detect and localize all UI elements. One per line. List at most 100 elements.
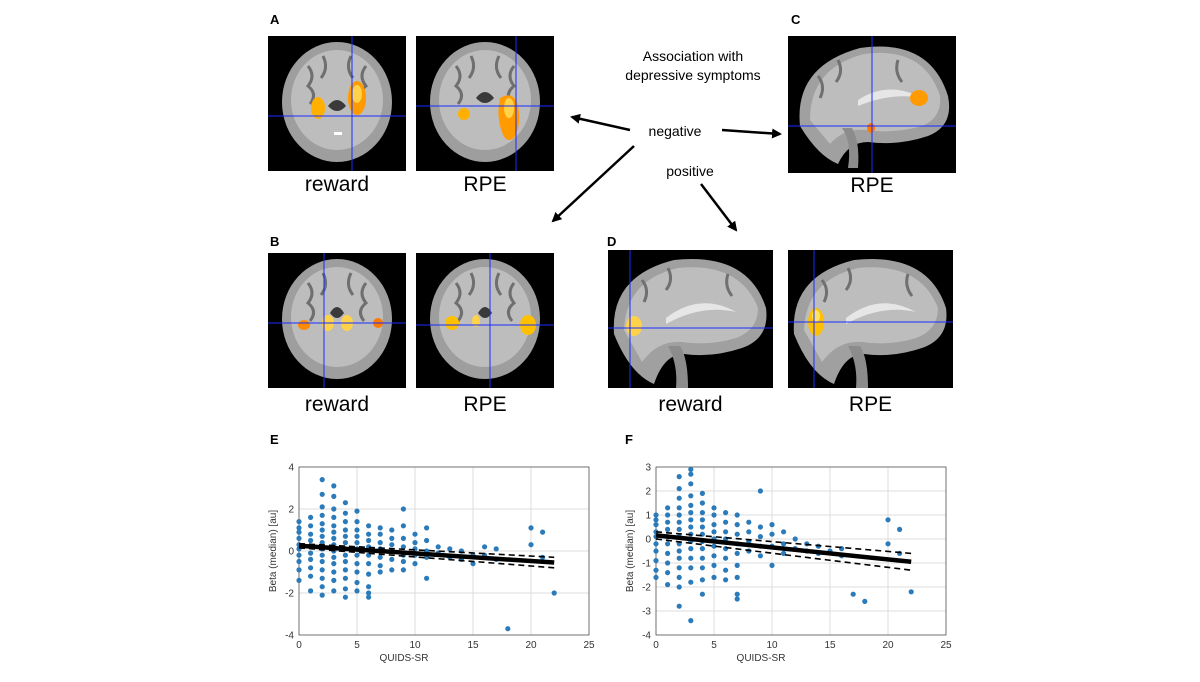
scatter-plot-e: 0 5 10 15 20 25 -4 -2 0 2 4 QUIDS-SR Beta (median) […	[268, 455, 608, 675]
chart-e-data-point	[366, 571, 372, 577]
chart-f-data-point	[665, 550, 671, 556]
panel-letter-b: B	[270, 234, 280, 249]
chart-f-data-point	[734, 562, 740, 568]
chart-e-data-point	[505, 626, 511, 632]
chart-e-data-point	[354, 527, 360, 533]
chart-e-y-axis-label: Beta (median) [au]	[268, 510, 279, 592]
chart-e-data-point	[319, 584, 325, 590]
chart-f-data-point	[665, 582, 671, 588]
chart-f-data-point	[688, 510, 694, 516]
chart-e-x-tick-label: 25	[583, 640, 595, 651]
chart-e-data-point	[424, 525, 430, 531]
scatter-plot-e-svg: 0 5 10 15 20 25 -4 -2 0 2 4 QUIDS-SR Beta (median) […	[268, 463, 595, 665]
chart-e-data-point	[424, 537, 430, 544]
chart-e-data-point	[308, 588, 314, 594]
chart-f-data-point	[688, 524, 694, 530]
chart-e-data-point	[377, 531, 383, 537]
chart-e-data-point	[366, 531, 372, 537]
chart-e-data-point	[319, 558, 325, 565]
chart-f-data-point	[699, 591, 705, 597]
chart-f-data-point	[665, 560, 671, 566]
chart-f-data-point	[688, 579, 694, 585]
chart-e-data-point	[389, 535, 395, 541]
chart-f-data-point	[688, 546, 694, 552]
chart-e-data-point	[354, 588, 360, 594]
chart-e-data-point	[400, 544, 406, 550]
chart-f-data-point	[665, 570, 671, 576]
chart-f-data-point	[723, 519, 729, 525]
chart-e-data-point	[342, 540, 348, 546]
chart-e-data-point	[331, 561, 337, 567]
scatter-plot-f-svg: 0 5 10 15 20 25 -4 -3 -2 -1 0 1 2 3 QUIDS-SR Beta (medi…	[625, 463, 952, 665]
chart-e-x-tick-label: 20	[525, 640, 537, 651]
chart-e-data-point	[528, 525, 534, 531]
chart-f-data-point	[734, 596, 740, 602]
chart-f-data-point	[653, 574, 659, 580]
chart-e-data-point	[319, 533, 325, 539]
chart-e-data-point	[331, 529, 337, 535]
sagittal-rpe-image-c	[788, 36, 956, 173]
chart-f-x-tick-label: 0	[653, 640, 659, 651]
panel-d-reward-label: reward	[658, 393, 723, 416]
chart-e-y-tick-label: 2	[288, 505, 294, 516]
chart-f-data-point	[676, 505, 682, 511]
chart-e-data-point	[319, 521, 325, 527]
chart-e-data-point	[412, 540, 418, 546]
sagittal-rpe-image-d	[788, 250, 953, 388]
chart-f-data-point	[699, 490, 705, 496]
chart-e-data-point	[296, 558, 302, 565]
chart-e-data-point	[342, 567, 348, 573]
chart-e-ci-upper-line	[298, 542, 555, 559]
chart-e-data-point	[424, 575, 430, 581]
chart-e-data-point	[308, 531, 314, 537]
chart-f-data-point	[734, 522, 740, 528]
chart-f-data-point	[781, 541, 787, 547]
panel-a-reward-label: reward	[304, 173, 370, 196]
chart-f-data-point	[665, 519, 671, 525]
chart-f-data-point	[653, 567, 659, 573]
negative-label: negative	[648, 123, 702, 139]
chart-f-y-tick-label: 1	[645, 511, 651, 522]
chart-e-data-point	[342, 500, 348, 506]
chart-f-data-point	[676, 495, 682, 501]
chart-e-data-point	[331, 493, 337, 499]
chart-f-data-point	[699, 577, 705, 583]
chart-f-data-point	[746, 529, 752, 535]
chart-e-data-point	[366, 561, 372, 567]
chart-f-data-point	[699, 510, 705, 516]
chart-e-data-point	[342, 527, 348, 533]
chart-f-data-point	[688, 493, 694, 499]
chart-f-x-tick-label: 20	[882, 640, 894, 651]
chart-f-data-point	[781, 550, 787, 556]
panel-a-rpe-label: RPE	[463, 173, 507, 196]
chart-e-data-point	[342, 510, 348, 516]
chart-f-data-point	[699, 517, 705, 523]
chart-e-data-point	[389, 556, 395, 562]
chart-e-data-point	[342, 552, 348, 558]
chart-e-data-point	[493, 546, 499, 552]
chart-e-x-tick-label: 5	[354, 640, 360, 651]
chart-e-data-point	[377, 554, 383, 560]
chart-e-data-point	[296, 519, 302, 525]
chart-f-y-tick-label: -3	[642, 607, 651, 618]
chart-e-y-tick-label: 4	[288, 463, 294, 474]
chart-f-y-tick-label: 3	[645, 463, 651, 474]
chart-f-data-point	[723, 577, 729, 583]
chart-f-data-point	[653, 517, 659, 523]
chart-f-data-point	[688, 481, 694, 487]
chart-f-data-point	[757, 488, 763, 494]
chart-e-x-tick-label: 0	[296, 640, 302, 651]
chart-e-data-point	[366, 584, 372, 590]
panel-c-rpe-label: RPE	[850, 174, 894, 197]
chart-e-data-point	[342, 575, 348, 581]
panel-letter-e: E	[270, 432, 279, 447]
chart-f-y-tick-label: -1	[642, 559, 651, 570]
panel-letter-d: D	[607, 234, 617, 249]
coronal-rpe-image-a	[416, 36, 554, 171]
chart-e-data-point	[342, 586, 348, 592]
chart-f-data-point	[653, 522, 659, 528]
chart-e-data-point	[377, 525, 383, 531]
chart-f-y-tick-label: 0	[645, 535, 651, 546]
chart-f-data-point	[665, 505, 671, 511]
chart-f-data-point	[769, 562, 775, 568]
